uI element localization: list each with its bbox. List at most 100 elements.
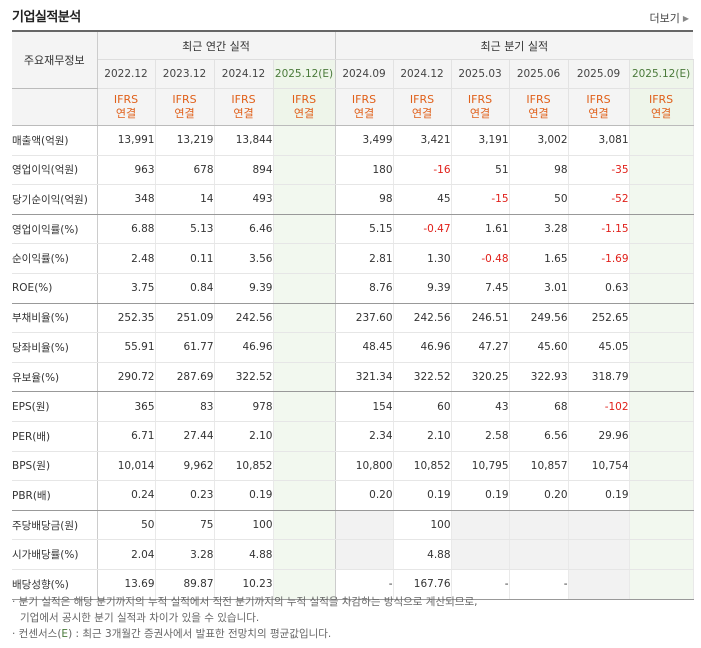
table-cell: 10,852 xyxy=(393,451,452,482)
table-cell xyxy=(629,273,694,304)
table-cell xyxy=(273,155,336,186)
table-cell: 27.44 xyxy=(155,421,215,452)
ifrs-header: IFRS 연결 xyxy=(155,88,215,126)
table-cell xyxy=(273,421,336,452)
table-cell: -0.48 xyxy=(451,243,510,274)
table-cell: 320.25 xyxy=(451,362,510,393)
table-cell: 322.93 xyxy=(509,362,569,393)
table-cell: 6.46 xyxy=(214,214,274,245)
table-cell: 318.79 xyxy=(568,362,630,393)
table-cell xyxy=(568,539,630,570)
footnote-2-suffix: ) : 최근 3개월간 증권사에서 발표한 전망치의 평균값입니다. xyxy=(68,628,332,640)
table-cell: 0.23 xyxy=(155,480,215,511)
table-row: 부채비율(%) 252.35 251.09 242.56 237.60 242.56 246… xyxy=(12,303,694,334)
row-label: 영업이익(억원) xyxy=(12,155,98,186)
table-cell: -102 xyxy=(568,391,630,422)
consolidated-label: 연결 xyxy=(174,107,195,120)
table-cell: -1.69 xyxy=(568,243,630,274)
table-cell xyxy=(629,155,694,186)
table-cell xyxy=(273,332,336,363)
table-cell xyxy=(629,451,694,482)
table-cell: 10.23 xyxy=(214,569,274,600)
table-cell: 3.01 xyxy=(509,273,569,304)
table-cell: 287.69 xyxy=(155,362,215,393)
row-label: 부채비율(%) xyxy=(12,303,98,334)
table-cell: 167.76 xyxy=(393,569,452,600)
table-cell: 978 xyxy=(214,391,274,422)
ifrs-header: IFRS 연결 xyxy=(273,88,336,126)
consolidated-label: 연결 xyxy=(650,107,672,120)
consolidated-label: 연결 xyxy=(353,107,375,120)
table-row: PER(배) 6.71 27.44 2.10 2.34 2.10 2.58 6.56 29.96 xyxy=(12,421,694,452)
table-cell: 9.39 xyxy=(214,273,274,304)
table-cell: 10,795 xyxy=(451,451,510,482)
row-label: 배당성향(%) xyxy=(12,569,98,600)
table-cell: 9.39 xyxy=(393,273,452,304)
row-label: PBR(배) xyxy=(12,480,98,511)
period-header: 2025.12(E) xyxy=(629,59,694,89)
table-cell xyxy=(451,539,510,570)
table-cell: 0.24 xyxy=(97,480,156,511)
table-cell: 0.19 xyxy=(451,480,510,511)
table-cell: 252.35 xyxy=(97,303,156,334)
table-cell: 89.87 xyxy=(155,569,215,600)
table-row: 영업이익률(%) 6.88 5.13 6.46 5.15 -0.47 1.61 3.28 -1.… xyxy=(12,214,694,245)
table-row: 영업이익(억원) 963 678 894 180 -16 51 98 -35 xyxy=(12,155,694,186)
table-cell: 1.61 xyxy=(451,214,510,245)
period-header: 2024.12 xyxy=(393,59,452,89)
table-cell: 678 xyxy=(155,155,215,186)
table-cell xyxy=(273,273,336,304)
table-cell: 4.88 xyxy=(393,539,452,570)
table-cell xyxy=(273,539,336,570)
table-cell xyxy=(629,125,694,156)
table-cell: 0.19 xyxy=(568,480,630,511)
table-cell: 242.56 xyxy=(393,303,452,334)
table-cell xyxy=(273,451,336,482)
row-label: ROE(%) xyxy=(12,273,98,304)
table-cell: 100 xyxy=(214,510,274,541)
table-cell: 10,857 xyxy=(509,451,569,482)
table-row: 유보율(%) 290.72 287.69 322.52 321.34 322.52 320.… xyxy=(12,362,694,393)
table-cell xyxy=(629,391,694,422)
table-cell xyxy=(335,539,394,570)
table-cell: 13,991 xyxy=(97,125,156,156)
period-header: 2023.12 xyxy=(155,59,215,89)
footnote-1: · 분기 실적은 해당 분기까지의 누적 실적에서 직전 분기까지의 누적 실적… xyxy=(12,596,478,608)
table-cell xyxy=(629,480,694,511)
consolidated-label: 연결 xyxy=(115,107,137,120)
table-cell: 0.20 xyxy=(335,480,394,511)
table-cell xyxy=(509,539,569,570)
consolidated-label: 연결 xyxy=(528,107,549,120)
ifrs-label: IFRS xyxy=(467,93,493,106)
more-link[interactable]: 더보기 ▶ xyxy=(649,10,689,26)
row-label: 주당배당금(원) xyxy=(12,510,98,541)
table-cell: 29.96 xyxy=(568,421,630,452)
table-cell: 45.05 xyxy=(568,332,630,363)
table-cell xyxy=(629,184,694,215)
footnote-1-cont: 기업에서 공시한 분기 실적과 차이가 있을 수 있습니다. xyxy=(20,612,260,624)
table-cell: 98 xyxy=(509,155,569,186)
table-cell: 322.52 xyxy=(393,362,452,393)
table-cell: 10,014 xyxy=(97,451,156,482)
consolidated-label: 연결 xyxy=(293,107,315,120)
table-cell: 50 xyxy=(509,184,569,215)
ifrs-label: IFRS xyxy=(291,93,317,106)
table-cell xyxy=(629,303,694,334)
group-header-quarterly: 최근 분기 실적 xyxy=(335,31,694,60)
table-cell: 0.63 xyxy=(568,273,630,304)
row-header-label: 주요재무정보 xyxy=(12,31,98,89)
table-cell xyxy=(273,480,336,511)
footnote-2: · 컨센서스(E) : 최근 3개월간 증권사에서 발표한 전망치의 평균값입니… xyxy=(12,626,477,642)
table-cell: 2.58 xyxy=(451,421,510,452)
more-link-label: 더보기 xyxy=(649,12,680,25)
ifrs-label: IFRS xyxy=(231,93,256,106)
table-cell xyxy=(629,214,694,245)
period-header: 2024.12 xyxy=(214,59,274,89)
consolidated-label: 연결 xyxy=(588,107,609,120)
table-row: BPS(원) 10,014 9,962 10,852 10,800 10,852 10,79… xyxy=(12,451,694,482)
table-row: 매출액(억원) 13,991 13,219 13,844 3,499 3,421 3,191… xyxy=(12,125,694,156)
period-header: 2025.03 xyxy=(451,59,510,89)
table-cell xyxy=(629,243,694,274)
table-cell: 13.69 xyxy=(97,569,156,600)
table-cell xyxy=(629,332,694,363)
